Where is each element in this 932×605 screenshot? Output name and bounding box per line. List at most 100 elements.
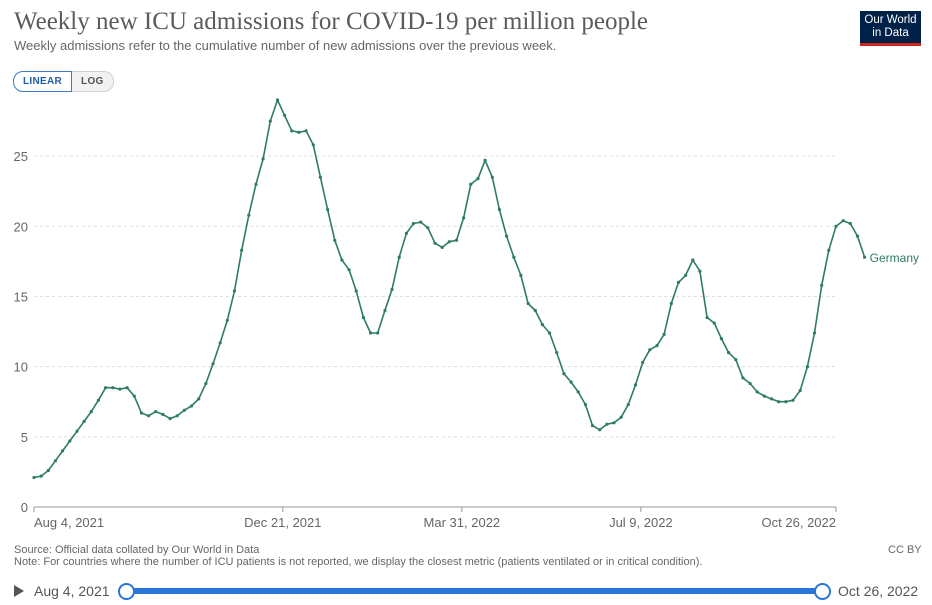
data-point: [182, 408, 186, 412]
data-point: [53, 459, 58, 463]
data-point: [225, 318, 229, 322]
data-point: [254, 182, 258, 186]
data-point: [777, 400, 781, 404]
data-point: [304, 129, 308, 133]
play-icon[interactable]: [14, 585, 24, 597]
data-point: [540, 323, 545, 327]
data-point: [848, 221, 852, 226]
data-point: [96, 398, 100, 402]
data-point: [569, 380, 573, 384]
data-point: [218, 341, 222, 345]
data-point: [111, 386, 115, 390]
data-point: [32, 475, 36, 480]
logo-underline: [860, 43, 921, 46]
owid-logo[interactable]: Our World in Data: [860, 11, 921, 46]
data-point: [548, 331, 552, 335]
data-point: [189, 404, 194, 408]
data-point: [526, 301, 530, 306]
data-point: [712, 321, 716, 325]
series-label-germany: Germany: [870, 251, 919, 265]
data-point: [748, 381, 752, 386]
data-point: [648, 348, 652, 352]
data-point: [383, 308, 387, 313]
data-point: [197, 397, 201, 401]
data-point: [397, 255, 401, 259]
y-tick-label: 0: [21, 500, 28, 515]
data-point: [734, 358, 738, 362]
data-point: [762, 394, 767, 398]
data-point: [505, 234, 509, 238]
data-point: [662, 332, 666, 336]
data-point: [175, 414, 179, 418]
data-point: [161, 412, 165, 416]
data-point: [132, 394, 136, 398]
scale-toggle: LINEAR LOG: [13, 71, 114, 92]
timeline-end-handle[interactable]: [814, 583, 831, 600]
data-point: [590, 424, 595, 428]
data-point: [576, 390, 580, 394]
data-point: [805, 365, 810, 369]
data-point: [354, 289, 358, 293]
log-scale-button[interactable]: LOG: [72, 71, 114, 92]
chart-title: Weekly new ICU admissions for COVID-19 p…: [14, 8, 648, 35]
data-point: [619, 415, 623, 419]
x-tick-label: Dec 21, 2021: [244, 515, 321, 530]
data-point: [247, 213, 251, 217]
license-link[interactable]: CC BY: [888, 544, 922, 556]
y-tick-label: 20: [14, 219, 28, 234]
data-point: [676, 280, 681, 284]
data-point: [719, 337, 724, 341]
timeline-start-label: Aug 4, 2021: [34, 583, 110, 599]
data-point: [691, 258, 695, 262]
data-point: [61, 449, 65, 453]
logo-line-2: in Data: [872, 27, 909, 39]
data-point: [533, 308, 537, 313]
data-point: [562, 372, 566, 376]
data-point: [598, 428, 602, 432]
data-point: [755, 390, 759, 394]
logo-line-1: Our World: [864, 14, 917, 26]
data-point: [705, 315, 709, 320]
data-point: [297, 130, 301, 134]
data-point: [240, 248, 244, 252]
data-point: [211, 362, 215, 366]
data-point: [333, 238, 337, 242]
data-point: [827, 248, 831, 252]
data-point: [497, 207, 501, 212]
data-point: [326, 207, 330, 212]
data-point: [261, 157, 265, 161]
data-point: [863, 255, 867, 259]
data-point: [318, 175, 322, 179]
data-point: [433, 241, 437, 245]
chart-subtitle: Weekly admissions refer to the cumulativ…: [14, 38, 557, 53]
data-point: [361, 315, 365, 320]
data-point: [605, 422, 609, 426]
data-point: [440, 245, 444, 249]
timeline-start-handle[interactable]: [118, 583, 135, 600]
data-point: [834, 224, 838, 228]
data-point: [519, 273, 523, 277]
data-point: [447, 240, 451, 244]
data-point: [791, 398, 795, 402]
data-point: [490, 175, 494, 179]
data-point: [583, 402, 588, 407]
data-point: [419, 220, 423, 224]
timeline-track[interactable]: [125, 588, 822, 594]
y-tick-label: 15: [14, 289, 28, 304]
y-tick-label: 25: [14, 149, 28, 164]
data-point: [404, 231, 408, 235]
data-point: [411, 221, 416, 226]
data-point: [669, 301, 673, 306]
data-point: [347, 268, 351, 272]
data-point: [390, 287, 394, 292]
linear-scale-button[interactable]: LINEAR: [13, 71, 73, 92]
data-point: [139, 411, 143, 415]
data-point: [555, 351, 559, 355]
data-point: [68, 439, 72, 443]
x-tick-label: Mar 31, 2022: [424, 515, 501, 530]
data-point: [841, 219, 845, 223]
x-tick-label: Jul 9, 2022: [609, 515, 673, 530]
data-point: [476, 177, 480, 181]
data-point: [311, 143, 315, 147]
line-chart: 0 5 10 15 20 25 Aug 4, 2021 Dec 21, 2021 Mar 31,…: [14, 98, 919, 530]
